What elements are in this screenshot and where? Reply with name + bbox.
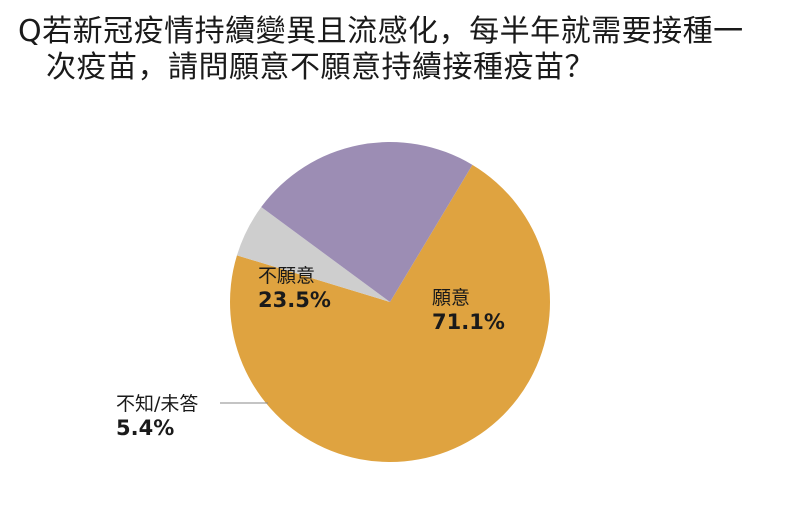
- chart-title: Q若新冠疫情持續變異且流感化，每半年就需要接種一 次疫苗，請問願意不願意持續接種…: [18, 14, 778, 86]
- pie-slice-unsure: [236, 207, 390, 302]
- label-willing: 願意 71.1%: [432, 286, 505, 335]
- label-unwilling-value: 23.5%: [258, 288, 331, 312]
- pie-slice-unwilling: [261, 141, 473, 302]
- label-unsure: 不知/未答 5.4%: [116, 392, 198, 441]
- label-unsure-name: 不知/未答: [116, 393, 199, 415]
- chart-title-line-1: Q若新冠疫情持續變異且流感化，每半年就需要接種一: [18, 14, 744, 49]
- label-unwilling: 不願意 23.5%: [258, 264, 331, 313]
- label-willing-name: 願意: [432, 287, 471, 309]
- pie-slice-willing: [230, 164, 551, 462]
- chart-title-line-2: 次疫苗，請問願意不願意持續接種疫苗？: [46, 50, 595, 85]
- label-unwilling-name: 不願意: [258, 265, 316, 287]
- label-unsure-value: 5.4%: [116, 416, 175, 440]
- label-willing-value: 71.1%: [432, 310, 505, 334]
